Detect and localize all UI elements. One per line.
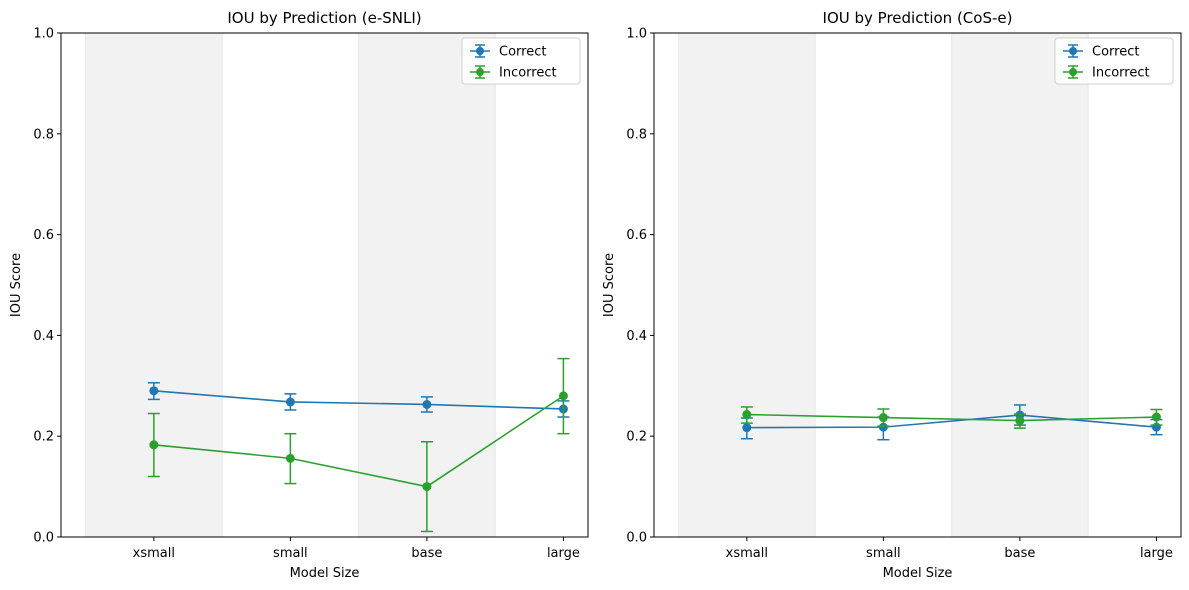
y-tick-label: 1.0	[33, 27, 54, 42]
y-tick-label: 0.2	[626, 430, 647, 445]
data-point	[149, 386, 159, 396]
y-axis-label: IOU Score	[9, 253, 24, 317]
x-axis-label: Model Size	[883, 566, 953, 581]
plot-frame	[653, 32, 1182, 538]
data-point	[1015, 416, 1025, 426]
data-point	[422, 399, 432, 409]
x-tick-label: xsmall	[133, 546, 175, 561]
x-tick-label: small	[866, 546, 901, 561]
x-axis-label: Model Size	[290, 566, 360, 581]
y-tick-label: 1.0	[626, 27, 647, 42]
y-tick-label: 0.4	[33, 329, 54, 344]
legend-label-correct: Correct	[1092, 45, 1139, 60]
data-point	[558, 391, 568, 401]
legend-label-correct: Correct	[499, 45, 546, 60]
data-point	[149, 440, 159, 450]
x-tick-label: large	[1140, 546, 1173, 561]
legend-label-incorrect: Incorrect	[1092, 66, 1150, 81]
chart-title: IOU by Prediction (e-SNLI)	[227, 9, 421, 27]
series-line	[746, 414, 1157, 429]
legend-marker	[476, 68, 484, 76]
y-axis-label: IOU Score	[602, 253, 617, 317]
x-tick-label: large	[547, 546, 580, 561]
data-point	[878, 422, 888, 432]
data-point	[742, 423, 752, 433]
shaded-band-base	[951, 32, 1089, 538]
y-tick-label: 0.0	[626, 531, 647, 546]
x-tick-label: small	[273, 546, 308, 561]
chart-title: IOU by Prediction (CoS-e)	[823, 9, 1013, 27]
y-tick-label: 0.8	[33, 127, 54, 142]
y-tick-label: 0.2	[33, 430, 54, 445]
legend-box	[461, 37, 581, 85]
legend-marker	[1069, 47, 1077, 55]
y-tick-label: 0.6	[626, 228, 647, 243]
shaded-band-xsmall	[678, 32, 816, 538]
data-point	[285, 397, 295, 407]
data-point	[878, 413, 888, 423]
legend: Correct Incorrect	[1054, 37, 1174, 85]
y-tick-label: 0.4	[626, 329, 647, 344]
x-tick-label: base	[1004, 546, 1035, 561]
chart-panel-0: 0.0 0.2 0.4 0.6 0.8 1.0 xsmall small base large IO…	[9, 9, 589, 581]
x-tick-label: xsmall	[726, 546, 768, 561]
series-incorrect	[740, 406, 1163, 429]
data-point	[1151, 412, 1161, 422]
y-tick-label: 0.6	[33, 228, 54, 243]
chart-panel-1: 0.0 0.2 0.4 0.6 0.8 1.0 xsmall small base large IO…	[602, 9, 1182, 581]
y-tick-label: 0.0	[33, 531, 54, 546]
legend-label-incorrect: Incorrect	[499, 66, 557, 81]
series-incorrect	[147, 357, 570, 533]
series-line	[746, 413, 1157, 422]
legend-marker	[476, 47, 484, 55]
legend-box	[1054, 37, 1174, 85]
y-tick-label: 0.8	[626, 127, 647, 142]
legend-marker	[1069, 68, 1077, 76]
plot-frame	[60, 32, 589, 538]
data-point	[285, 453, 295, 463]
legend: Correct Incorrect	[461, 37, 581, 85]
x-tick-label: base	[411, 546, 442, 561]
data-point	[422, 482, 432, 492]
series-line	[153, 390, 564, 410]
series-line	[153, 395, 564, 488]
data-point	[742, 410, 752, 420]
